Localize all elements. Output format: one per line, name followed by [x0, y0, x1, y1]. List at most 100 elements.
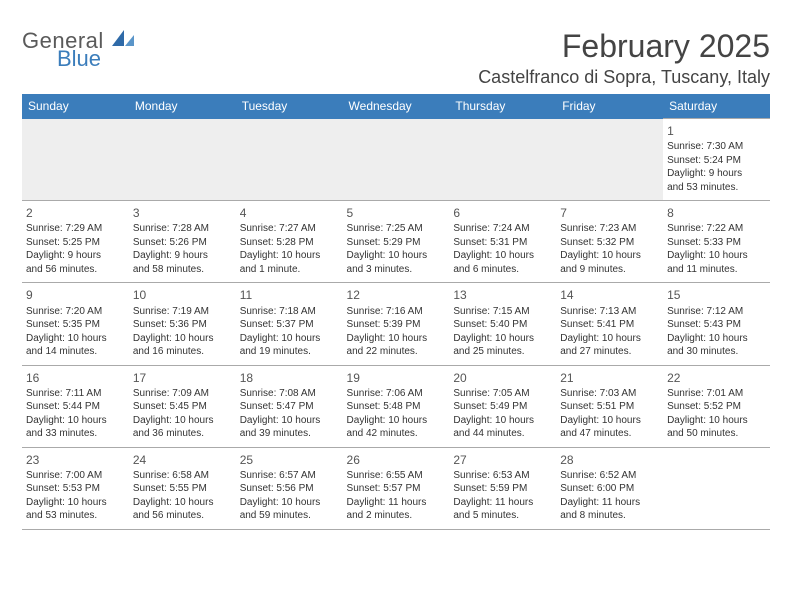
calendar-cell [129, 119, 236, 201]
daylight-line: and 47 minutes. [560, 427, 659, 441]
sunrise-line: Sunrise: 7:18 AM [240, 305, 339, 319]
daylight-line: Daylight: 11 hours [560, 496, 659, 510]
daylight-line: Daylight: 11 hours [453, 496, 552, 510]
daylight-line: and 8 minutes. [560, 509, 659, 523]
day-number: 25 [240, 452, 339, 468]
sunset-line: Sunset: 5:31 PM [453, 236, 552, 250]
calendar-cell: 19Sunrise: 7:06 AMSunset: 5:48 PMDayligh… [343, 365, 450, 447]
sunset-line: Sunset: 5:29 PM [347, 236, 446, 250]
calendar-cell [22, 119, 129, 201]
sunrise-line: Sunrise: 7:16 AM [347, 305, 446, 319]
daylight-line: Daylight: 9 hours [133, 249, 232, 263]
sunrise-line: Sunrise: 6:58 AM [133, 469, 232, 483]
calendar-cell [236, 119, 343, 201]
sunrise-line: Sunrise: 7:13 AM [560, 305, 659, 319]
sunrise-line: Sunrise: 6:52 AM [560, 469, 659, 483]
calendar-cell [556, 119, 663, 201]
weekday-header: Tuesday [236, 94, 343, 119]
sunrise-line: Sunrise: 7:00 AM [26, 469, 125, 483]
daylight-line: and 2 minutes. [347, 509, 446, 523]
calendar-cell [449, 119, 556, 201]
sunset-line: Sunset: 5:55 PM [133, 482, 232, 496]
sunrise-line: Sunrise: 7:22 AM [667, 222, 766, 236]
sunset-line: Sunset: 5:53 PM [26, 482, 125, 496]
daylight-line: and 22 minutes. [347, 345, 446, 359]
day-number: 15 [667, 287, 766, 303]
sunrise-line: Sunrise: 7:08 AM [240, 387, 339, 401]
day-number: 21 [560, 370, 659, 386]
daylight-line: and 9 minutes. [560, 263, 659, 277]
calendar-cell: 3Sunrise: 7:28 AMSunset: 5:26 PMDaylight… [129, 201, 236, 283]
sunset-line: Sunset: 5:26 PM [133, 236, 232, 250]
calendar-cell: 16Sunrise: 7:11 AMSunset: 5:44 PMDayligh… [22, 365, 129, 447]
sunset-line: Sunset: 5:36 PM [133, 318, 232, 332]
daylight-line: Daylight: 10 hours [26, 332, 125, 346]
day-number: 19 [347, 370, 446, 386]
daylight-line: Daylight: 10 hours [240, 332, 339, 346]
daylight-line: Daylight: 10 hours [667, 332, 766, 346]
daylight-line: and 16 minutes. [133, 345, 232, 359]
sunrise-line: Sunrise: 7:20 AM [26, 305, 125, 319]
daylight-line: and 3 minutes. [347, 263, 446, 277]
sunset-line: Sunset: 5:35 PM [26, 318, 125, 332]
calendar-cell: 22Sunrise: 7:01 AMSunset: 5:52 PMDayligh… [663, 365, 770, 447]
daylight-line: Daylight: 10 hours [560, 249, 659, 263]
day-number: 16 [26, 370, 125, 386]
sunrise-line: Sunrise: 7:12 AM [667, 305, 766, 319]
sunrise-line: Sunrise: 6:57 AM [240, 469, 339, 483]
sunset-line: Sunset: 5:49 PM [453, 400, 552, 414]
sunrise-line: Sunrise: 7:30 AM [667, 140, 766, 154]
sunrise-line: Sunrise: 7:19 AM [133, 305, 232, 319]
sunset-line: Sunset: 5:47 PM [240, 400, 339, 414]
daylight-line: Daylight: 10 hours [240, 249, 339, 263]
daylight-line: and 19 minutes. [240, 345, 339, 359]
brand-word2: Blue [22, 48, 138, 70]
daylight-line: and 42 minutes. [347, 427, 446, 441]
day-number: 6 [453, 205, 552, 221]
sunrise-line: Sunrise: 6:53 AM [453, 469, 552, 483]
calendar-cell [343, 119, 450, 201]
sunset-line: Sunset: 5:52 PM [667, 400, 766, 414]
daylight-line: and 11 minutes. [667, 263, 766, 277]
calendar-cell: 9Sunrise: 7:20 AMSunset: 5:35 PMDaylight… [22, 283, 129, 365]
sunset-line: Sunset: 5:44 PM [26, 400, 125, 414]
daylight-line: and 25 minutes. [453, 345, 552, 359]
sunset-line: Sunset: 5:28 PM [240, 236, 339, 250]
day-number: 28 [560, 452, 659, 468]
sunrise-line: Sunrise: 7:29 AM [26, 222, 125, 236]
daylight-line: Daylight: 10 hours [667, 414, 766, 428]
sunrise-line: Sunrise: 7:06 AM [347, 387, 446, 401]
sunset-line: Sunset: 5:25 PM [26, 236, 125, 250]
calendar-cell: 5Sunrise: 7:25 AMSunset: 5:29 PMDaylight… [343, 201, 450, 283]
sunrise-line: Sunrise: 6:55 AM [347, 469, 446, 483]
sunset-line: Sunset: 5:43 PM [667, 318, 766, 332]
daylight-line: Daylight: 11 hours [347, 496, 446, 510]
brand-logo: General Blue [22, 28, 138, 70]
daylight-line: and 14 minutes. [26, 345, 125, 359]
calendar-cell: 27Sunrise: 6:53 AMSunset: 5:59 PMDayligh… [449, 447, 556, 529]
daylight-line: and 53 minutes. [667, 181, 766, 195]
daylight-line: and 33 minutes. [26, 427, 125, 441]
daylight-line: Daylight: 10 hours [453, 249, 552, 263]
sunrise-line: Sunrise: 7:25 AM [347, 222, 446, 236]
daylight-line: Daylight: 10 hours [240, 496, 339, 510]
sunrise-line: Sunrise: 7:11 AM [26, 387, 125, 401]
daylight-line: Daylight: 10 hours [133, 332, 232, 346]
day-number: 2 [26, 205, 125, 221]
weekday-header: Friday [556, 94, 663, 119]
sunset-line: Sunset: 5:56 PM [240, 482, 339, 496]
day-number: 17 [133, 370, 232, 386]
day-number: 5 [347, 205, 446, 221]
daylight-line: Daylight: 10 hours [133, 496, 232, 510]
calendar-cell: 24Sunrise: 6:58 AMSunset: 5:55 PMDayligh… [129, 447, 236, 529]
daylight-line: Daylight: 10 hours [347, 249, 446, 263]
sunset-line: Sunset: 5:33 PM [667, 236, 766, 250]
day-number: 26 [347, 452, 446, 468]
day-number: 1 [667, 123, 766, 139]
daylight-line: and 58 minutes. [133, 263, 232, 277]
sunset-line: Sunset: 6:00 PM [560, 482, 659, 496]
calendar-cell: 26Sunrise: 6:55 AMSunset: 5:57 PMDayligh… [343, 447, 450, 529]
day-number: 14 [560, 287, 659, 303]
daylight-line: and 44 minutes. [453, 427, 552, 441]
sunrise-line: Sunrise: 7:24 AM [453, 222, 552, 236]
